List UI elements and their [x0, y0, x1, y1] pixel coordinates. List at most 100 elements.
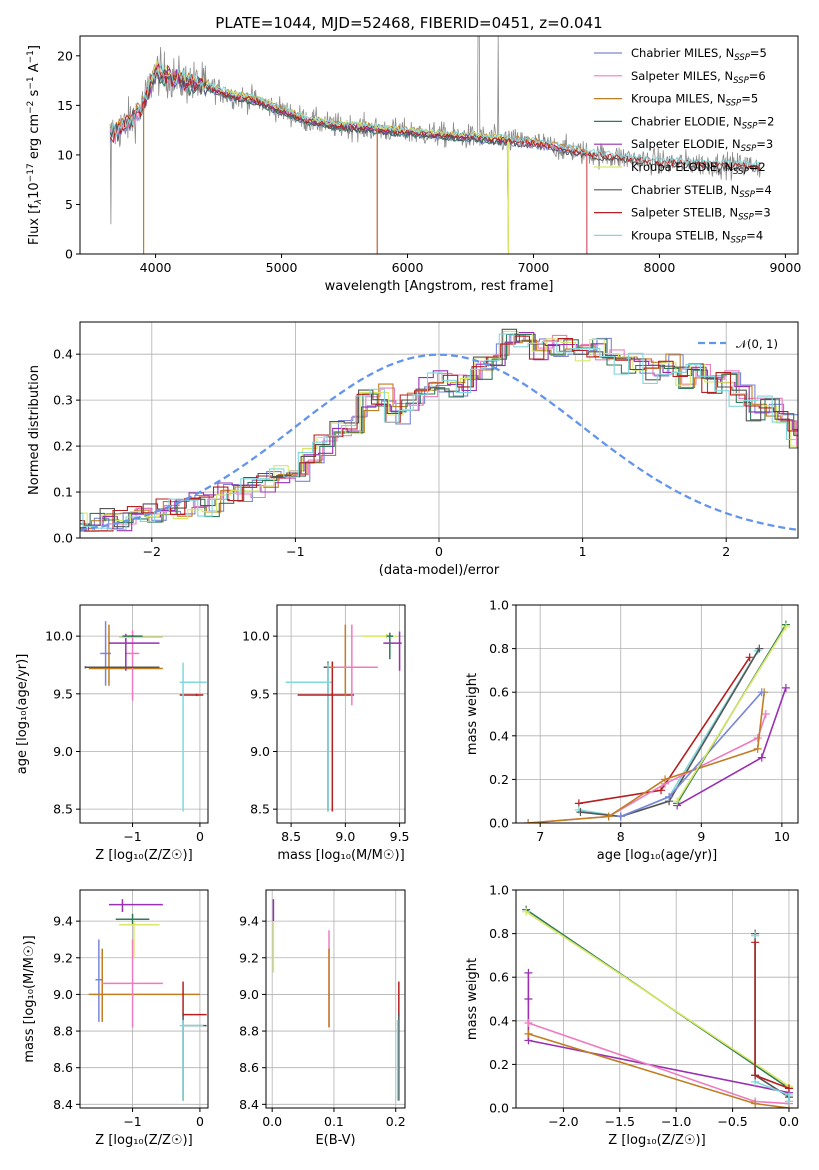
errorbar-kroupa-elodie [119, 921, 160, 958]
errorbar-salpeter-elodie [383, 631, 402, 671]
errorbar-chabrier-stelib [323, 661, 365, 812]
legend-n-sub: SSP [726, 99, 742, 109]
y-tick-label: 9.2 [239, 950, 259, 965]
legend-n-value: 3 [763, 206, 770, 220]
model-spectrum-chabrier-elodie [142, 70, 509, 254]
y-tick-label: 0.1 [53, 485, 73, 500]
x-tick-label: −0.5 [717, 1114, 747, 1129]
y-tick-label: 0.2 [53, 439, 73, 454]
errorbar-kroupa-miles [329, 624, 362, 697]
weight-marker [524, 1018, 533, 1027]
weight-marker [751, 1071, 760, 1080]
legend-entry: Chabrier ELODIE, NSSP=2 [631, 114, 774, 131]
errorbar-chabrier-elodie [386, 632, 394, 660]
y-tick-label: 0.2 [489, 1057, 509, 1072]
axes-frame-mass-age: 8.5 9.0 9.5 8.5 9.0 9.5 10.0 mass [log₁₀(M/M☉)] [242, 604, 410, 863]
x-tick-label: 4000 [140, 260, 172, 275]
y-tick-label: 8.5 [53, 802, 73, 817]
plot-area-ebv-mass [272, 899, 400, 1101]
panel-mass-age: 8.5 9.0 9.5 8.5 9.0 9.5 10.0 mass [log₁₀(M/M☉)] [242, 604, 410, 863]
y-axis-label-part: λ [34, 199, 44, 205]
axes-frame [515, 604, 799, 824]
legend-n-sub: SSP [733, 167, 749, 177]
axes-frame [515, 889, 799, 1109]
y-axis-label-part: −1 [26, 76, 36, 89]
weight-series-salpeter-elodie [524, 968, 793, 1097]
weight-marker [751, 938, 760, 947]
y-tick-label: 8.5 [250, 802, 270, 817]
y-tick-label: 8.6 [239, 1060, 259, 1075]
y-tick-label: 1.0 [489, 598, 509, 613]
legend-n-prefix: , N [725, 137, 741, 151]
weight-marker [755, 644, 764, 653]
legend-model-name: Chabrier ELODIE [631, 114, 726, 128]
legend-entry: 𝒩(0, 1) [736, 337, 778, 351]
legend-n-prefix: , N [710, 92, 726, 106]
axes-frame-z-mass: −1 0 8.4 8.6 8.8 9.0 9.2 9.4 Z [log₁₀(Z/Z☉)] mass… [22, 889, 209, 1148]
x-tick-label: 9.0 [335, 829, 355, 844]
panel-spectrum: 4000 5000 6000 7000 8000 9000 0 5 10 15 20 waveleng… [26, 35, 801, 294]
legend-n-eq: = [746, 228, 756, 242]
model-spectrum-kroupa-stelib [110, 61, 761, 166]
legend-entry: Kroupa STELIB, NSSP=4 [631, 228, 763, 245]
legend-n-value: 4 [756, 228, 763, 242]
errorbar-salpeter-elodie [108, 633, 160, 671]
y-tick-label: 0.8 [489, 641, 509, 656]
weight-marker [753, 744, 762, 753]
x-axis-label: (data-model)/error [379, 563, 500, 578]
weight-marker [524, 995, 533, 1003]
plot-area-mass-age [285, 624, 402, 812]
axes-frame-age-weight: 7 8 9 10 0.0 0.2 0.4 0.6 0.8 1.0 age [log₁₀(age/yr… [465, 598, 799, 863]
legend-entry: Salpeter ELODIE, NSSP=3 [631, 137, 773, 154]
y-axis-label-part: A [27, 63, 42, 76]
weight-line [578, 656, 751, 805]
y-axis-label-part: 10 [27, 182, 42, 199]
x-tick-label: −1 [123, 829, 141, 844]
legend-n-prefix: , N [717, 160, 733, 174]
y-tick-label: 9.5 [53, 686, 73, 701]
y-axis-label-part: s [27, 89, 42, 100]
axes-frame-z-weight: −2.0 −1.5 −1.0 −0.5 0.0 0.0 0.2 0.4 0.6 0.8 1.0 Z [… [465, 883, 799, 1149]
legend-n-prefix: , N [717, 69, 733, 83]
errorbar-kroupa-stelib [285, 662, 333, 812]
histogram-chabrier-miles [80, 333, 798, 532]
y-axis-label: age [log₁₀(age/yr)] [15, 654, 30, 775]
y-tick-label: 5 [65, 197, 73, 212]
axes-frame [79, 35, 799, 255]
weight-marker [753, 733, 762, 742]
y-tick-label: 0.8 [489, 926, 509, 941]
errorbar-chabrier-miles [95, 939, 103, 1022]
y-tick-label: 0.0 [489, 1101, 509, 1116]
weight-line [580, 648, 760, 818]
weight-marker [522, 907, 531, 916]
weight-marker [665, 792, 674, 801]
weight-series-kroupa-stelib [574, 646, 762, 821]
x-tick-label: 0.1 [324, 1114, 344, 1129]
errorbar-salpeter-miles [334, 624, 378, 706]
x-tick-label: 7 [536, 829, 544, 844]
legend-n-value: 5 [751, 92, 758, 106]
x-axis-label: age [log₁₀(age/yr)] [597, 848, 718, 863]
errorbar-kroupa-miles [88, 948, 200, 1022]
weight-marker [781, 683, 790, 692]
axes-frame-ebv-mass: 0.0 0.1 0.2 8.4 8.6 8.8 9.0 9.2 9.4 E(B-V) [239, 889, 406, 1148]
weight-marker [757, 753, 766, 762]
y-tick-label: 9.0 [53, 744, 73, 759]
errorbar-salpeter-miles [125, 630, 140, 701]
errorbar-kroupa-stelib [179, 662, 207, 812]
weight-series-kroupa-elodie [673, 622, 790, 806]
weight-marker [604, 812, 613, 821]
legend-n-prefix: , N [722, 206, 738, 220]
y-tick-label: 9.2 [53, 950, 73, 965]
observed-spectrum-line [109, 36, 761, 225]
errorbar-chabrier-elodie [122, 634, 143, 638]
plot-area-age-weight [524, 620, 790, 823]
weight-marker [745, 653, 754, 662]
plot-area-z-weight [522, 905, 793, 1108]
plot-area-spectrum [109, 36, 761, 254]
weight-line [528, 1022, 790, 1105]
legend-n-sub: SSP [734, 53, 750, 63]
y-axis-label: Flux [fλ10−17 erg cm−2 s−1 A−1] [26, 45, 44, 245]
weight-series-kroupa-miles [524, 688, 769, 823]
